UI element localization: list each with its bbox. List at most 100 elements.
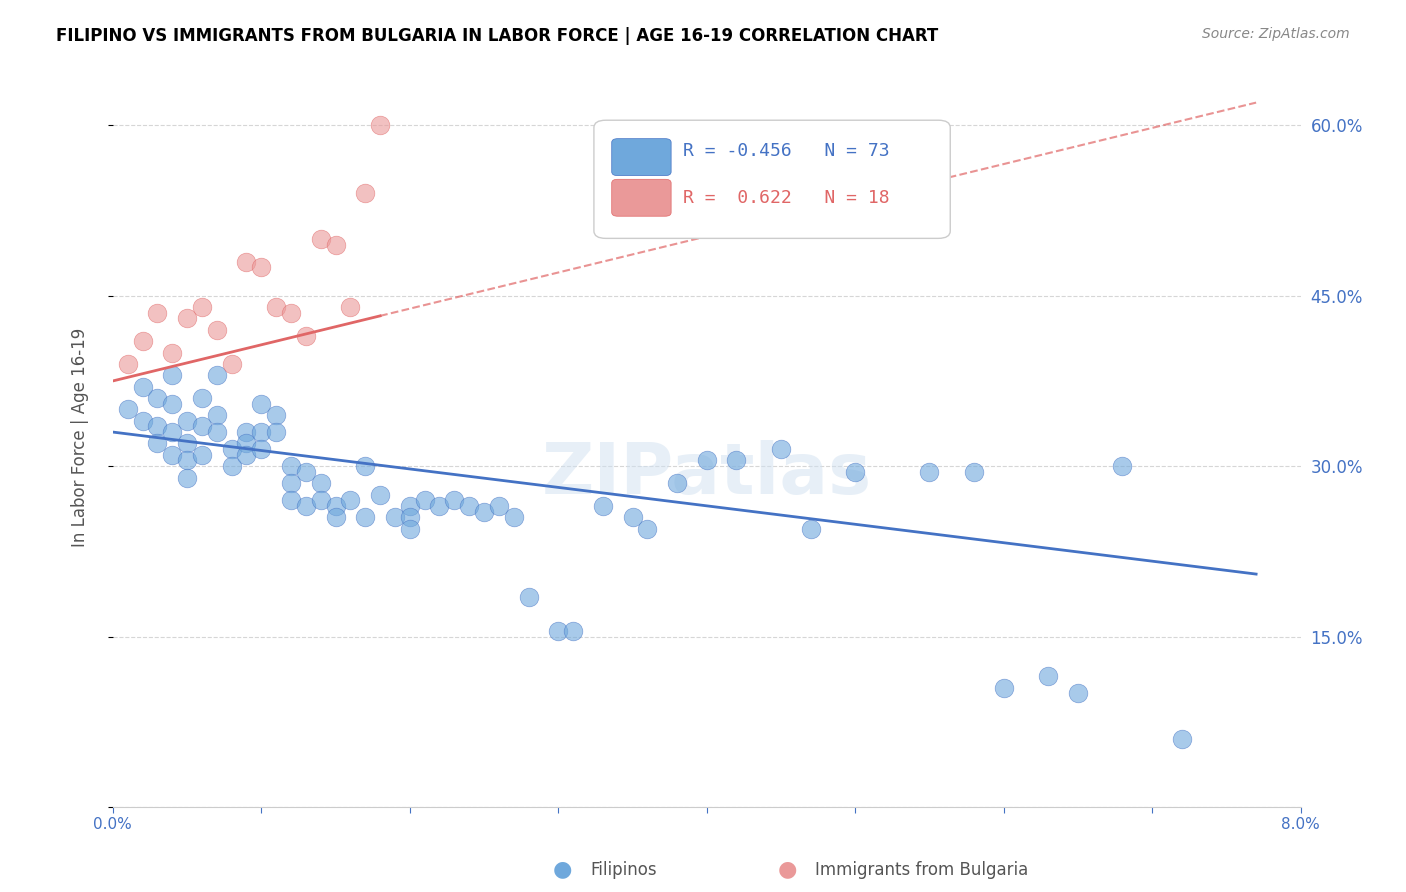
Point [146,391,169,405]
Point [146,436,169,450]
Point [666,476,689,491]
Point [162,368,184,383]
Text: ●: ● [553,860,572,880]
Point [176,311,198,326]
Point [1067,686,1090,700]
Text: R =  0.622   N = 18: R = 0.622 N = 18 [683,189,890,207]
FancyBboxPatch shape [593,120,950,238]
Point [1111,459,1133,474]
Point [235,425,257,439]
Point [325,510,347,524]
Point [250,425,273,439]
Point [191,448,214,462]
Point [205,323,228,337]
Point [295,328,318,343]
Point [309,476,332,491]
Point [131,414,153,428]
Point [280,459,302,474]
Point [221,442,243,456]
Point [963,465,986,479]
Point [368,487,391,501]
Point [621,510,644,524]
Text: Filipinos: Filipinos [591,861,657,879]
FancyBboxPatch shape [612,179,671,216]
Point [325,499,347,513]
Point [235,448,257,462]
Point [309,232,332,246]
Point [117,357,139,371]
Point [295,465,318,479]
Point [309,493,332,508]
Point [592,499,614,513]
Point [547,624,569,638]
Point [280,306,302,320]
Point [191,300,214,314]
Point [131,379,153,393]
Point [162,397,184,411]
Point [205,368,228,383]
Point [264,425,287,439]
Text: Source: ZipAtlas.com: Source: ZipAtlas.com [1202,27,1350,41]
Point [176,470,198,484]
Point [398,499,420,513]
Point [280,493,302,508]
Point [250,397,273,411]
Point [264,408,287,422]
Point [295,499,318,513]
FancyBboxPatch shape [612,138,671,176]
Point [162,345,184,359]
Point [221,459,243,474]
Point [993,681,1015,695]
Point [398,510,420,524]
Point [176,414,198,428]
Point [517,590,540,604]
Text: FILIPINO VS IMMIGRANTS FROM BULGARIA IN LABOR FORCE | AGE 16-19 CORRELATION CHAR: FILIPINO VS IMMIGRANTS FROM BULGARIA IN … [56,27,938,45]
Point [800,522,823,536]
Point [354,510,377,524]
Point [339,300,361,314]
Point [368,118,391,132]
Point [146,306,169,320]
Point [354,459,377,474]
Point [354,186,377,201]
Point [502,510,524,524]
Point [443,493,465,508]
Point [725,453,748,467]
Text: ●: ● [778,860,797,880]
Point [844,465,866,479]
Point [696,453,718,467]
Point [146,419,169,434]
Point [162,448,184,462]
Point [205,425,228,439]
Point [235,254,257,268]
Point [1038,669,1060,683]
Point [339,493,361,508]
Point [117,402,139,417]
Point [384,510,406,524]
Text: Immigrants from Bulgaria: Immigrants from Bulgaria [815,861,1029,879]
Point [280,476,302,491]
Point [562,624,585,638]
Text: ZIPatlas: ZIPatlas [541,440,872,509]
Point [472,505,495,519]
Y-axis label: In Labor Force | Age 16-19: In Labor Force | Age 16-19 [72,328,89,548]
Point [176,436,198,450]
Point [221,357,243,371]
Point [325,237,347,252]
Point [176,453,198,467]
Point [250,260,273,275]
Point [205,408,228,422]
Point [162,425,184,439]
Point [264,300,287,314]
Point [429,499,451,513]
Point [131,334,153,348]
Point [1171,731,1194,746]
Point [250,442,273,456]
Point [413,493,436,508]
Point [918,465,941,479]
Text: R = -0.456   N = 73: R = -0.456 N = 73 [683,142,890,161]
Point [458,499,481,513]
Point [769,442,792,456]
Point [488,499,510,513]
Point [636,522,658,536]
